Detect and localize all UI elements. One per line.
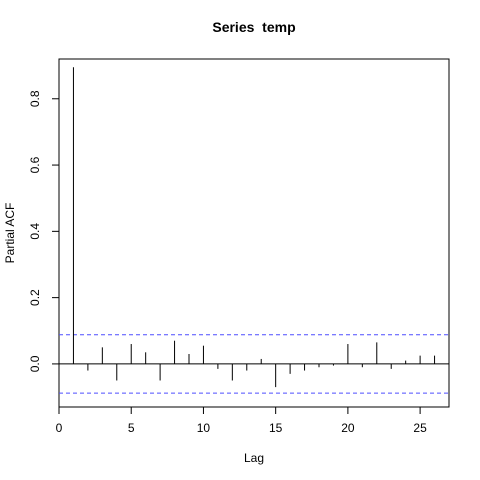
x-tick-label: 5 bbox=[128, 421, 135, 435]
y-tick-label: 0.6 bbox=[28, 156, 42, 173]
y-axis-label: Partial ACF bbox=[3, 203, 17, 264]
x-tick-label: 20 bbox=[341, 421, 355, 435]
x-tick-label: 15 bbox=[269, 421, 283, 435]
reference-lines bbox=[59, 334, 449, 394]
chart-title: Series temp bbox=[212, 19, 295, 35]
x-axis-label: Lag bbox=[244, 451, 264, 465]
x-tick-label: 10 bbox=[197, 421, 211, 435]
y-tick-label: 0.4 bbox=[28, 223, 42, 240]
x-tick-label: 0 bbox=[56, 421, 63, 435]
x-axis: 0 5 10 15 20 25 bbox=[56, 406, 427, 435]
pacf-bars bbox=[72, 67, 436, 388]
y-axis: 0.0 0.2 0.4 0.6 0.8 bbox=[28, 90, 60, 372]
y-tick-label: 0.0 bbox=[28, 355, 42, 372]
x-tick-label: 25 bbox=[413, 421, 427, 435]
y-tick-label: 0.2 bbox=[28, 289, 42, 306]
y-tick-label: 0.8 bbox=[28, 90, 42, 107]
